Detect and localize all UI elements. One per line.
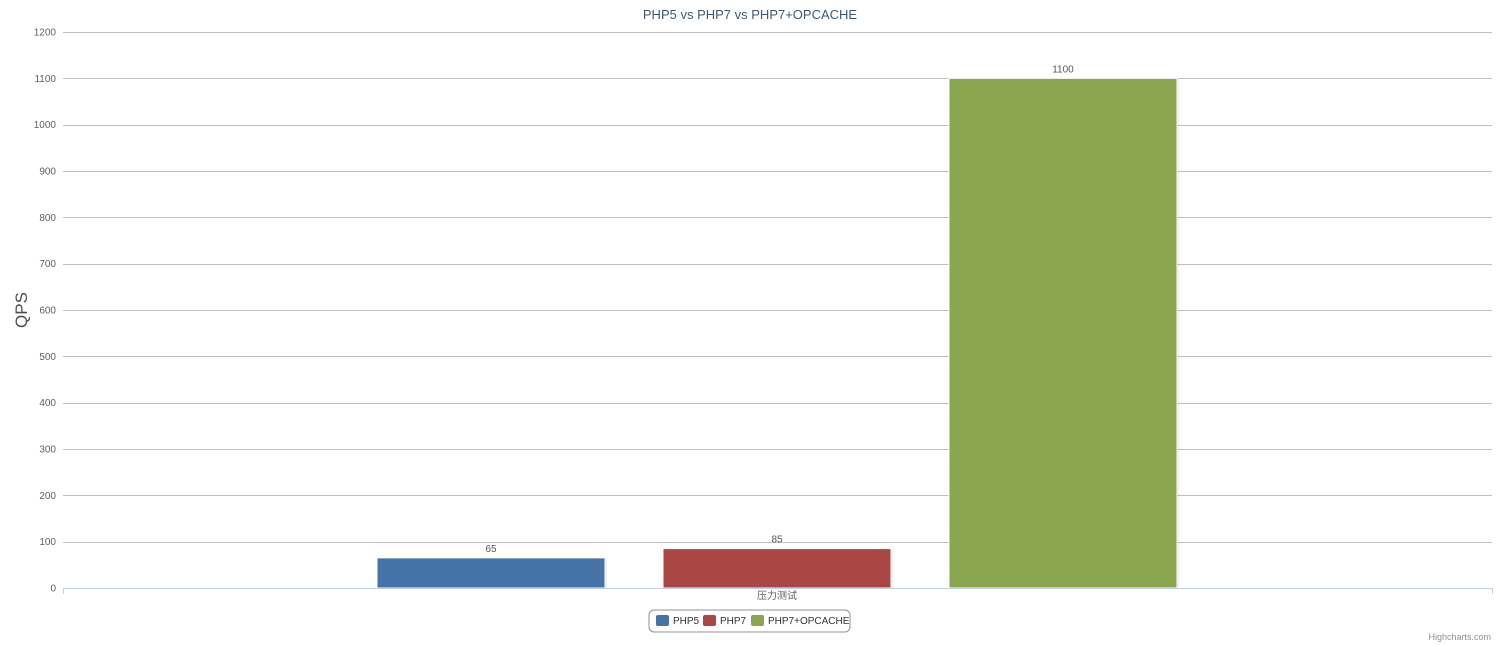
legend-box [648,609,851,633]
data-label: 65 [485,544,497,555]
bar-php7-opcache[interactable] [948,77,1178,589]
legend[interactable]: PHP5 PHP7 PHP7+OPCACHE [648,609,851,633]
data-labels: 65 85 1100 [485,64,1074,555]
legend-swatch [751,615,764,626]
y-axis-label: QPS [12,292,31,328]
y-tick-label: 1100 [34,74,56,85]
gridlines [63,32,1492,543]
legend-item-php5[interactable]: PHP5 [656,615,700,627]
bar-php5[interactable] [376,557,606,589]
legend-label: PHP7 [720,616,747,627]
y-tick-label: 600 [39,306,56,317]
y-tick-label: 200 [39,491,56,502]
y-tick-label: 100 [39,537,56,548]
y-tick-label: 900 [39,167,56,178]
legend-swatch [703,615,716,626]
chart-title: PHP5 vs PHP7 vs PHP7+OPCACHE [643,7,858,22]
legend-label: PHP5 [673,616,700,627]
y-tick-label: 400 [39,398,56,409]
legend-swatch [656,615,669,626]
y-tick-label: 300 [39,445,56,456]
legend-label: PHP7+OPCACHE [768,616,850,627]
data-label: 85 [771,535,783,546]
y-tick-label: 1200 [34,28,57,39]
y-tick-label: 700 [39,259,56,270]
y-tick-label: 500 [39,352,56,363]
y-axis-ticks: 0 100 200 300 400 500 600 700 800 900 1000 1100 1200 [34,28,57,595]
y-tick-label: 1000 [34,120,57,131]
credits-link[interactable]: Highcharts.com [1428,632,1491,642]
legend-item-php7[interactable]: PHP7 [703,615,747,627]
x-tick-label: 压力测试 [757,589,797,602]
data-label: 1100 [1052,64,1074,75]
y-tick-label: 0 [50,584,56,595]
bar-php7[interactable] [662,548,892,589]
legend-item-php7-opcache[interactable]: PHP7+OPCACHE [751,615,850,627]
x-axis [63,588,1493,594]
bars[interactable] [376,77,1179,589]
y-tick-label: 800 [39,213,56,224]
